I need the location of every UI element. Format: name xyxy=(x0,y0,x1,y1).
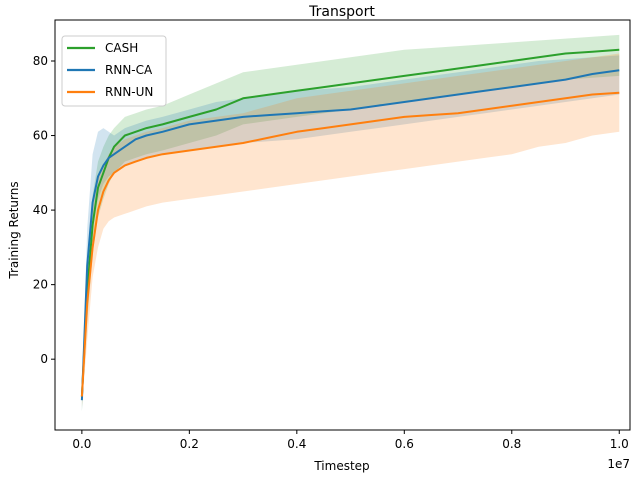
line-rnn-un xyxy=(80,91,620,397)
x-tick-label: 0.6 xyxy=(395,437,414,451)
line-cash xyxy=(80,48,620,397)
band-cash xyxy=(81,34,620,412)
y-axis-title: Training Returns xyxy=(7,181,21,279)
band-rnn-ca xyxy=(81,55,620,412)
legend-label-cash: CASH xyxy=(105,41,138,55)
band-rnn-un xyxy=(81,53,620,408)
x-tick-label: 0.8 xyxy=(502,437,521,451)
chart-title: Transport xyxy=(308,4,375,20)
x-tick-label: 0.4 xyxy=(287,437,306,451)
legend: CASH RNN-CA RNN-UN xyxy=(61,35,167,107)
y-tick-label: 80 xyxy=(33,54,48,68)
x-axis-offset-label: 1e7 xyxy=(607,457,630,471)
line-rnn-ca xyxy=(80,69,620,401)
y-axis-ticks: 0 20 40 60 80 xyxy=(33,54,55,366)
x-tick-label: 0.2 xyxy=(180,437,199,451)
y-tick-label: 0 xyxy=(40,352,48,366)
legend-box xyxy=(61,35,167,107)
y-tick-label: 60 xyxy=(33,129,48,143)
legend-label-rnn-ca: RNN-CA xyxy=(105,63,153,77)
x-tick-label: 1.0 xyxy=(610,437,629,451)
x-axis-title: Timestep xyxy=(313,459,369,473)
x-axis-ticks: 0.0 0.2 0.4 0.6 0.8 1.0 xyxy=(72,430,629,451)
confidence-bands xyxy=(81,34,620,412)
plot-frame xyxy=(54,19,631,431)
series-lines xyxy=(80,48,620,401)
y-tick-label: 20 xyxy=(33,278,48,292)
y-tick-label: 40 xyxy=(33,203,48,217)
x-tick-label: 0.0 xyxy=(72,437,91,451)
legend-label-rnn-un: RNN-UN xyxy=(105,85,153,99)
